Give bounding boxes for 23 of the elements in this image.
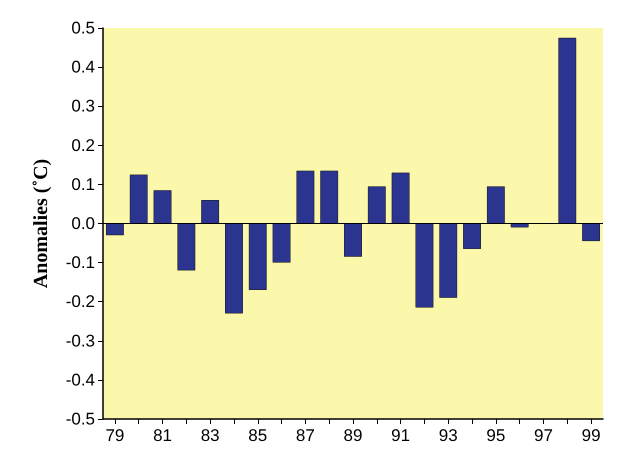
x-tick-label: 81 — [153, 426, 172, 445]
x-tick-label: 79 — [105, 426, 124, 445]
x-tick-label: 95 — [486, 426, 506, 445]
y-tick-label: 0.1 — [71, 174, 95, 194]
y-tick-label: -0.4 — [66, 370, 95, 390]
y-axis-title: Anomalies (˚C) — [30, 158, 52, 288]
y-tick-label: 0.2 — [71, 136, 95, 155]
y-tick-label: -0.2 — [66, 292, 95, 312]
x-tick-label: 93 — [438, 426, 458, 445]
x-tick-label: 83 — [200, 426, 220, 445]
x-tick-label: 87 — [296, 426, 315, 445]
y-tick-label: 0.5 — [71, 18, 95, 38]
y-tick-label: 0.4 — [71, 58, 95, 77]
x-tick-label: 99 — [582, 426, 601, 445]
x-tick-label: 97 — [534, 426, 553, 445]
y-tick-label: -0.1 — [66, 253, 95, 272]
y-tick-label: 0.3 — [71, 96, 95, 116]
y-tick-label: -0.5 — [66, 410, 95, 428]
x-tick-label: 91 — [391, 426, 410, 445]
y-tick-label: -0.3 — [66, 331, 95, 350]
y-tick-label: 0.0 — [71, 214, 95, 233]
x-tick-label: 89 — [344, 426, 362, 445]
x-tick-label: 85 — [248, 426, 268, 445]
